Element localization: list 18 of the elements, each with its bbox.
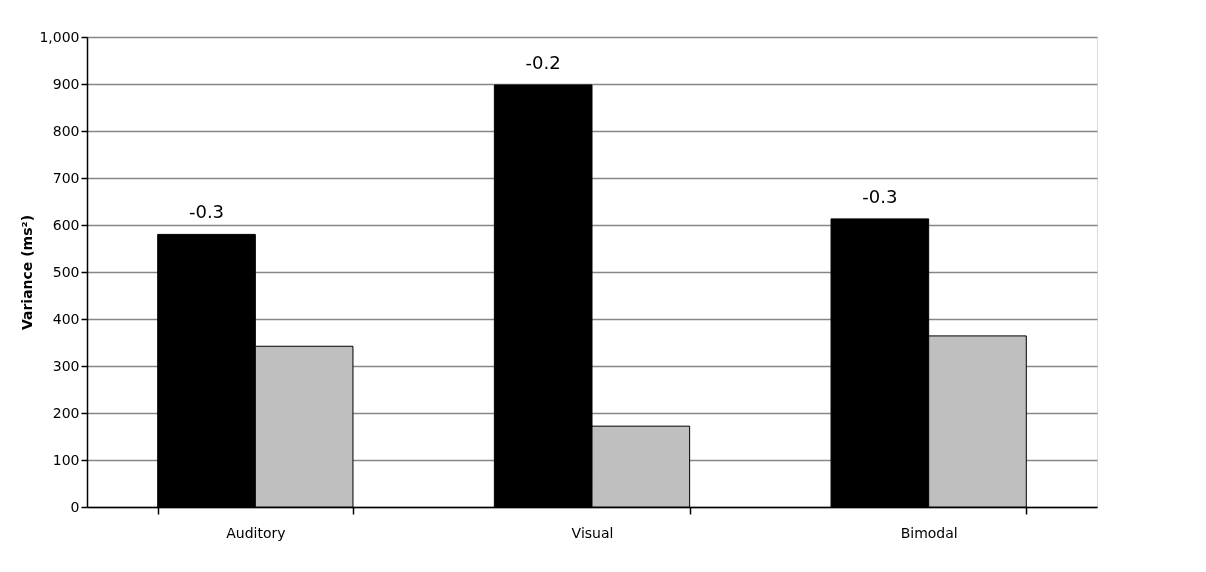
annotation: -0.3	[188, 201, 225, 223]
annotation: -0.2	[525, 51, 561, 73]
y-axis-title: Variance (ms²)	[19, 214, 36, 331]
y-tick-label: 200	[52, 404, 80, 421]
annotation: -0.3	[862, 185, 898, 207]
x-tick-label: Auditory	[226, 524, 286, 541]
y-tick-label: 600	[52, 216, 80, 233]
y-tick-label: 300	[52, 357, 80, 374]
y-tick-label: 400	[52, 310, 80, 327]
y-tick-label: 800	[52, 122, 80, 139]
y-tick-label: 0	[70, 498, 80, 515]
x-tick-label: Bimodal	[900, 524, 958, 541]
y-tick-label: 900	[52, 75, 80, 92]
y-tick-label: 700	[52, 169, 80, 186]
y-tick-label: 500	[52, 263, 80, 280]
y-tick-label: 100	[52, 451, 80, 468]
y-tick-label: 1,000	[39, 28, 80, 45]
x-tick-label: Visual	[571, 524, 614, 541]
